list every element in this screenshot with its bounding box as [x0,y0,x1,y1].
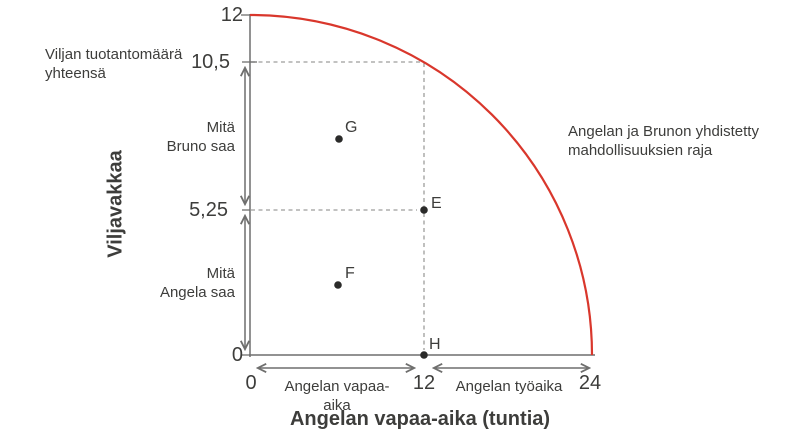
segment-label-free-time: Angelan vapaa-aika [284,378,390,414]
x-tick-label-12: 12 [412,372,436,394]
x-axis-title: Angelan vapaa-aika (tuntia) [289,408,551,430]
annotation-total-output: Viljan tuotantomäärä yhteensä [45,46,183,82]
annotation-bruno-share: Mitä Bruno saa [166,119,235,155]
point-G [335,135,343,143]
y-tick-label-5-25: 5,25 [189,199,228,221]
point-label-E: E [431,195,442,212]
x-tick-label-0: 0 [245,372,257,394]
x-tick-label-24: 24 [578,372,602,394]
y-tick-label-12: 12 [220,4,243,26]
frontier-curve [249,13,594,356]
point-label-H: H [429,336,441,353]
segment-label-work-time: Angelan työaika [455,378,563,395]
point-F [334,281,342,289]
point-H [420,351,428,359]
point-label-G: G [345,119,358,136]
annotation-angela-share: Mitä Angela saa [159,265,235,301]
y-tick-label-0: 0 [231,344,243,366]
point-label-F: F [345,265,355,282]
annotation-frontier: Angelan ja Brunon yhdistetty mahdollisuu… [568,123,759,159]
point-E [420,206,428,214]
y-axis-title: Viljavakkaa [104,150,127,258]
y-tick-label-10-5: 10,5 [191,51,230,73]
